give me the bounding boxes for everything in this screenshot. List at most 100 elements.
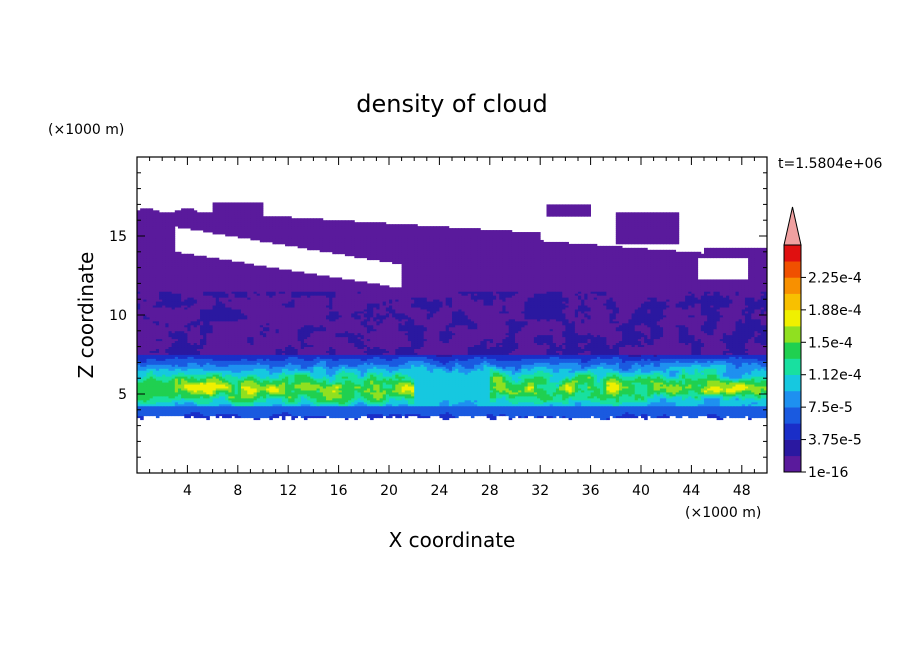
heatmap-cell xyxy=(366,397,371,401)
heatmap-cell xyxy=(407,386,412,389)
heatmap-cell xyxy=(606,397,610,401)
heatmap-cell xyxy=(729,413,733,417)
heatmap-cell xyxy=(666,392,670,395)
heatmap-cell xyxy=(663,380,667,383)
heatmap-cell xyxy=(149,413,154,417)
heatmap-cell xyxy=(190,394,195,397)
heatmap-cell xyxy=(297,394,302,397)
heatmap-cell xyxy=(385,390,390,393)
heatmap-cell xyxy=(240,388,245,391)
heatmap-cell xyxy=(722,388,727,391)
heatmap-cell xyxy=(656,392,661,395)
heatmap-cell xyxy=(744,382,749,385)
heatmap-cell xyxy=(744,378,749,381)
heatmap-cell xyxy=(760,388,765,391)
heatmap-cell xyxy=(496,384,500,387)
heatmap-cell xyxy=(618,384,623,387)
heatmap-cell xyxy=(565,395,569,399)
heatmap-cell xyxy=(681,390,686,393)
heatmap-cell xyxy=(669,397,673,401)
heatmap-cell xyxy=(732,405,736,409)
heatmap-cell xyxy=(215,411,220,415)
heatmap-cell xyxy=(675,409,680,413)
heatmap-cell xyxy=(445,415,450,419)
heatmap-cell xyxy=(518,382,522,385)
heatmap-cell xyxy=(470,378,475,381)
heatmap-cell xyxy=(606,382,610,385)
heatmap-cell xyxy=(631,401,636,405)
heatmap-cell xyxy=(137,399,141,403)
heatmap-cell xyxy=(165,394,169,397)
heatmap-cell xyxy=(303,376,308,379)
heatmap-cell xyxy=(760,384,765,387)
heatmap-cell xyxy=(477,384,481,387)
heatmap-cell xyxy=(379,380,384,383)
heatmap-cell xyxy=(263,388,267,391)
heatmap-cell xyxy=(675,397,680,401)
heatmap-cell xyxy=(666,372,670,375)
heatmap-cell xyxy=(389,394,393,397)
heatmap-cell xyxy=(146,388,150,391)
heatmap-cell xyxy=(612,399,617,403)
heatmap-cell xyxy=(707,403,711,407)
heatmap-cell xyxy=(137,390,141,393)
heatmap-cell xyxy=(713,401,717,405)
heatmap-cell xyxy=(278,397,283,401)
heatmap-cell xyxy=(212,401,217,405)
heatmap-cell xyxy=(685,372,689,375)
heatmap-cell xyxy=(234,378,239,381)
heatmap-cell xyxy=(392,376,396,379)
heatmap-cell xyxy=(571,397,576,401)
heatmap-cell xyxy=(704,409,708,413)
heatmap-cell xyxy=(411,405,415,409)
heatmap-cell xyxy=(338,405,343,409)
heatmap-cell xyxy=(448,395,453,399)
heatmap-cell xyxy=(738,378,743,381)
heatmap-cell xyxy=(162,378,166,381)
heatmap-cell xyxy=(234,411,239,415)
heatmap-cell xyxy=(486,397,491,401)
heatmap-cell xyxy=(483,384,488,387)
heatmap-cell xyxy=(480,384,484,387)
heatmap-cell xyxy=(452,390,456,393)
heatmap-cell xyxy=(250,386,254,389)
heatmap-cell xyxy=(559,392,563,395)
heatmap-cell xyxy=(322,397,327,401)
heatmap-cell xyxy=(222,401,226,405)
heatmap-cell xyxy=(206,394,210,397)
heatmap-cell xyxy=(398,399,402,403)
heatmap-cell xyxy=(137,378,141,381)
heatmap-cell xyxy=(417,386,421,389)
heatmap-cell xyxy=(445,411,450,415)
heatmap-cell xyxy=(716,394,721,397)
heatmap-cell xyxy=(477,388,481,391)
heatmap-cell xyxy=(470,411,475,415)
heatmap-cell xyxy=(596,384,601,387)
heatmap-cell xyxy=(256,372,261,375)
heatmap-cell xyxy=(146,397,150,401)
heatmap-cell xyxy=(741,374,746,377)
heatmap-cell xyxy=(675,401,680,405)
heatmap-cell xyxy=(184,415,188,419)
heatmap-cell xyxy=(672,403,677,407)
heatmap-cell xyxy=(672,394,677,397)
heatmap-cell xyxy=(244,403,248,407)
heatmap-cell xyxy=(710,413,714,417)
heatmap-cell xyxy=(647,401,651,405)
heatmap-cell xyxy=(209,392,213,395)
heatmap-cell xyxy=(732,394,736,397)
heatmap-cell xyxy=(729,401,733,405)
heatmap-cell xyxy=(716,386,721,389)
heatmap-cell xyxy=(555,386,560,389)
heatmap-cell xyxy=(357,394,362,397)
heatmap-cell xyxy=(281,392,286,395)
heatmap-cell xyxy=(326,392,330,395)
heatmap-cell xyxy=(395,407,399,411)
heatmap-cell xyxy=(751,384,755,387)
heatmap-cell xyxy=(294,374,299,377)
heatmap-cell xyxy=(193,397,198,401)
heatmap-cell xyxy=(596,386,601,389)
heatmap-cell xyxy=(530,386,535,389)
heatmap-cell xyxy=(338,401,343,405)
heatmap-cell xyxy=(426,395,431,399)
